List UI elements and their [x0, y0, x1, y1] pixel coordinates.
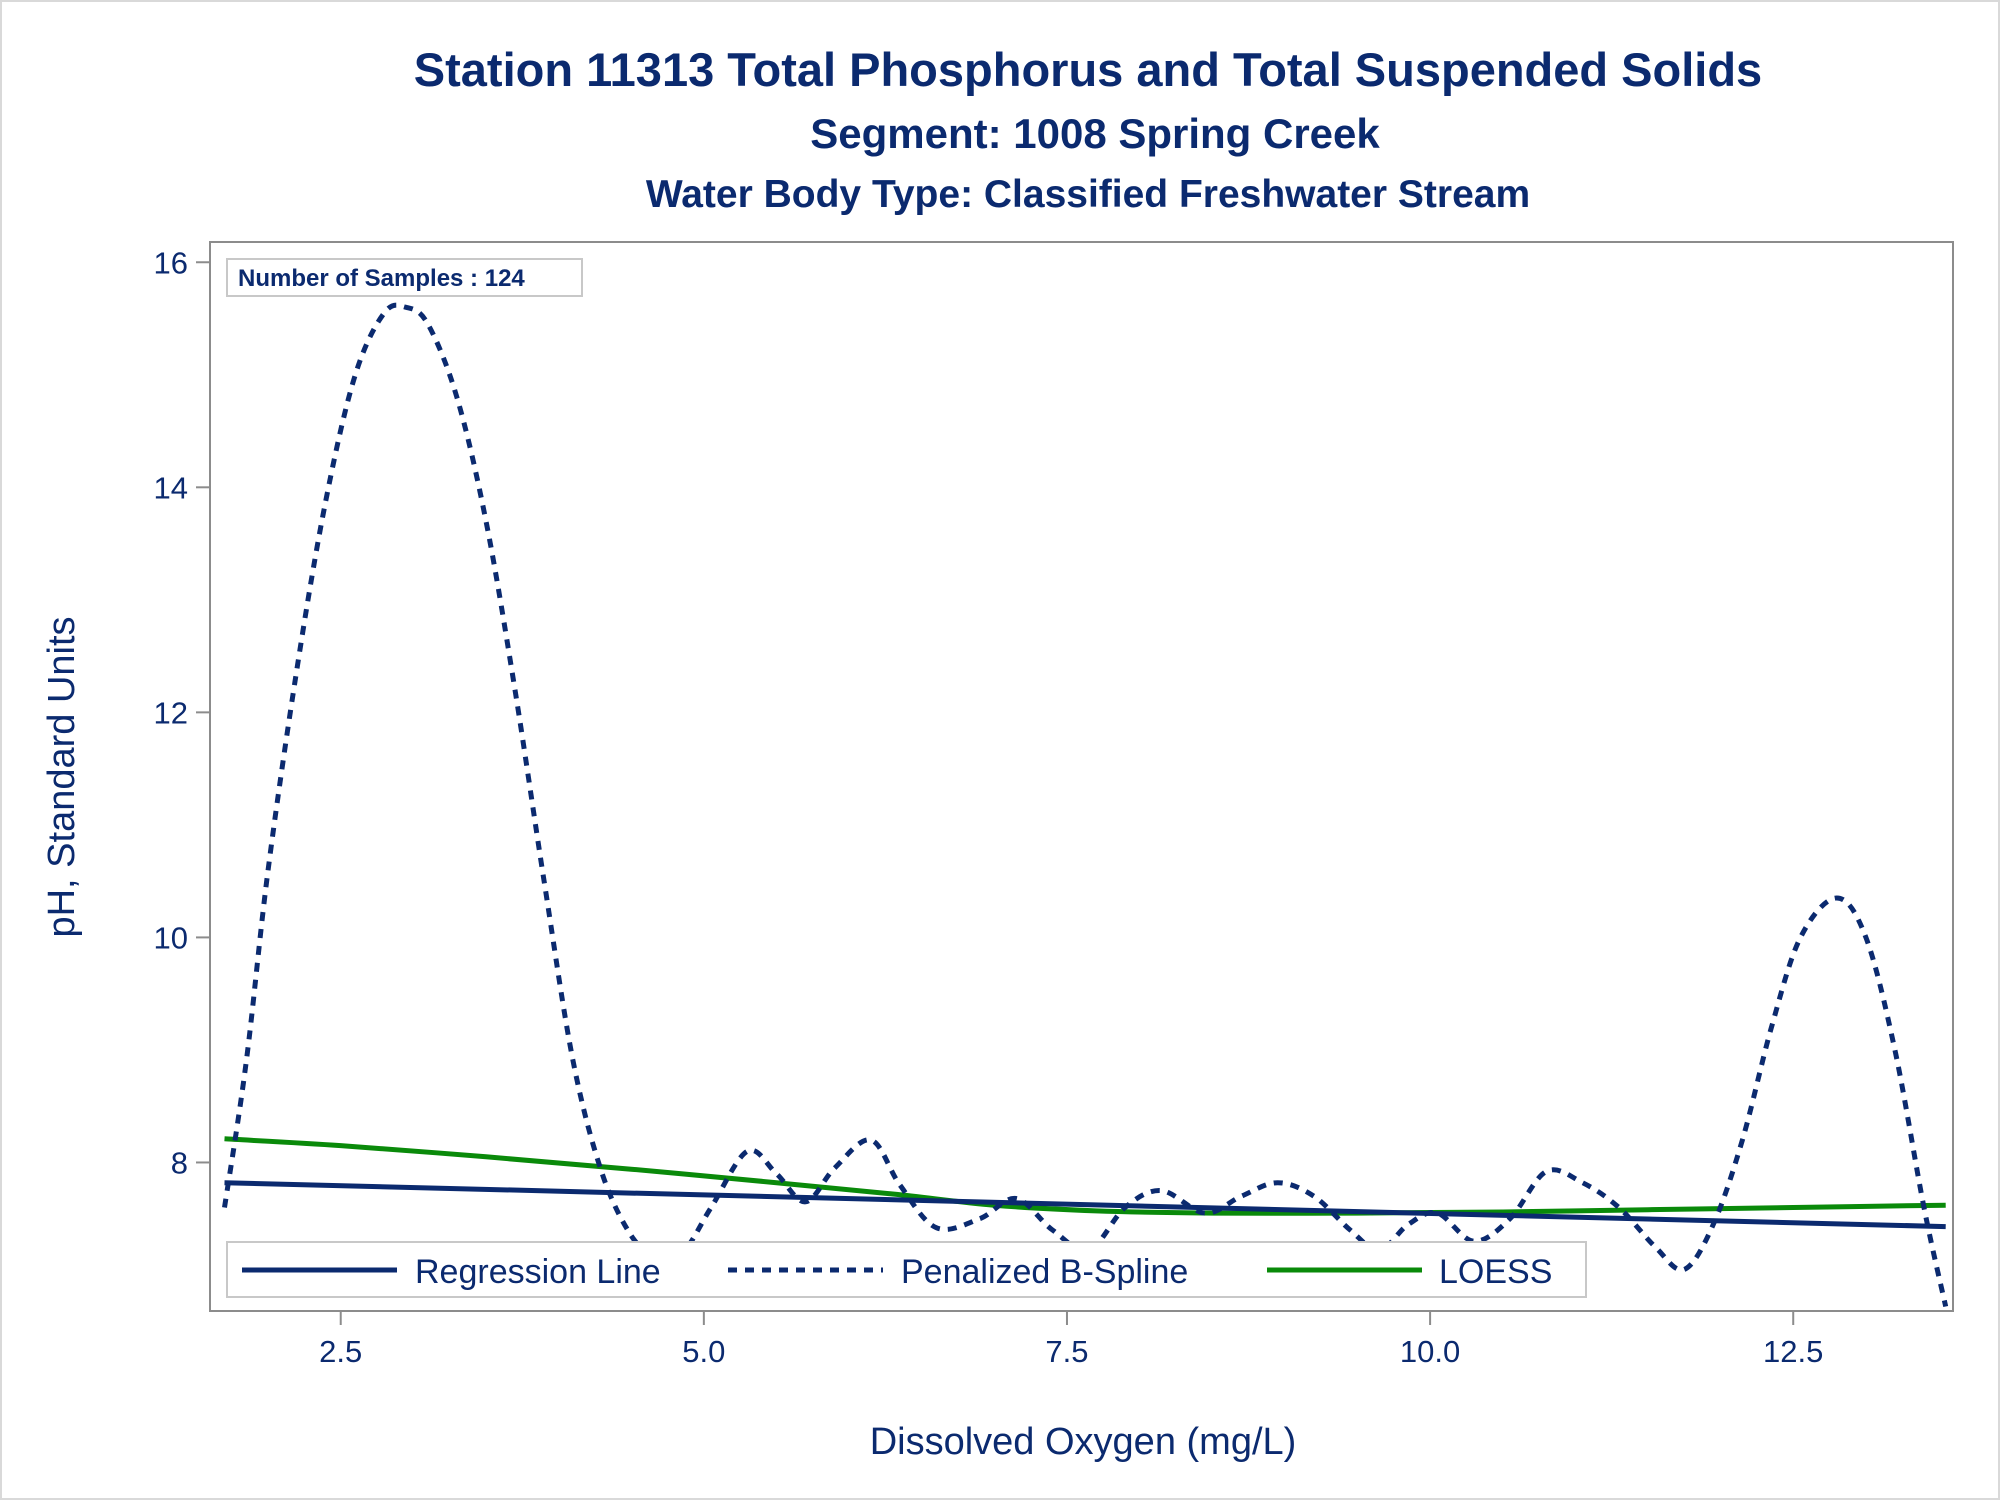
legend-label-loess: LOESS — [1439, 1253, 1552, 1291]
y-tick-label: 10 — [154, 920, 188, 955]
y-tick-label: 12 — [154, 695, 188, 730]
series-line-regression-line — [224, 1180, 1946, 1230]
y-axis: 8 10 12 14 16 — [154, 245, 210, 1180]
x-tick-label: 7.5 — [1045, 1334, 1088, 1369]
sample-count-inset: Number of Samples : 124 — [226, 258, 583, 297]
x-tick-label: 12.5 — [1763, 1334, 1823, 1369]
legend-label-penalized-b-spline: Penalized B-Spline — [901, 1253, 1188, 1291]
series-layer — [222, 302, 1949, 1308]
legend: Regression Line Penalized B-Spline LOESS — [226, 1241, 1587, 1298]
x-tick-label: 2.5 — [319, 1334, 362, 1369]
plot-area — [209, 241, 1954, 1312]
x-tick-label: 5.0 — [682, 1334, 725, 1369]
x-axis: 2.5 5.0 7.5 10.0 12.5 — [319, 1311, 1823, 1369]
chart-subtitle: Segment: 1008 Spring Creek — [810, 110, 1380, 157]
y-tick-label: 8 — [171, 1145, 188, 1180]
y-axis-label: pH, Standard Units — [41, 616, 83, 937]
x-axis-label: Dissolved Oxygen (mg/L) — [870, 1421, 1297, 1463]
series-line-loess — [224, 1136, 1946, 1216]
chart-title: Station 11313 Total Phosphorus and Total… — [414, 43, 1762, 96]
y-tick-label: 16 — [154, 245, 188, 280]
y-tick-label: 14 — [154, 470, 188, 505]
legend-label-regression-line: Regression Line — [415, 1253, 661, 1291]
sample-count-label: Number of Samples : 124 — [238, 265, 525, 292]
sample-count-box — [226, 258, 583, 297]
chart-subtitle-2: Water Body Type: Classified Freshwater S… — [646, 173, 1530, 216]
x-tick-label: 10.0 — [1400, 1334, 1460, 1369]
